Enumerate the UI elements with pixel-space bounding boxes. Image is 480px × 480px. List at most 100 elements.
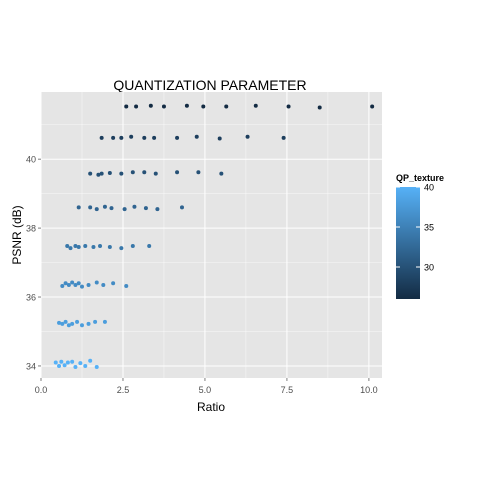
data-point: [370, 104, 375, 109]
data-point: [111, 281, 116, 286]
x-tick-label: 2.5: [117, 385, 130, 395]
data-point: [132, 204, 137, 209]
x-axis-label: Ratio: [197, 400, 225, 414]
legend-tick-label: 40: [424, 183, 434, 193]
data-point: [57, 320, 62, 325]
data-point: [99, 135, 104, 140]
data-point: [175, 135, 180, 140]
data-point: [281, 135, 286, 140]
y-tick-label: 36: [26, 293, 36, 303]
data-point: [129, 134, 134, 139]
legend-tick-label: 30: [424, 263, 434, 273]
data-point: [219, 171, 224, 176]
data-point: [88, 171, 93, 176]
data-point: [217, 136, 222, 141]
data-point: [88, 205, 93, 210]
data-point: [155, 207, 160, 212]
data-point: [124, 104, 129, 109]
y-axis-label: PSNR (dB): [10, 205, 24, 264]
legend-title: QP_texture: [396, 173, 444, 183]
data-point: [88, 358, 93, 363]
data-point: [201, 104, 206, 109]
major-grid: [40, 92, 382, 378]
x-tick-label: 10.0: [360, 385, 378, 395]
data-point: [152, 135, 157, 140]
data-point: [83, 363, 88, 368]
data-point: [73, 364, 78, 369]
data-point: [65, 244, 70, 249]
color-legend: QP_texture 30 35 40: [396, 173, 444, 299]
plot-panel: [41, 92, 382, 378]
data-point: [63, 319, 68, 324]
data-point: [91, 245, 96, 250]
data-point: [60, 283, 65, 288]
data-point: [111, 135, 116, 140]
data-point: [65, 360, 70, 365]
data-point: [143, 206, 148, 211]
data-point: [119, 246, 124, 251]
data-point: [134, 104, 139, 109]
x-tick-label: 0.0: [35, 385, 48, 395]
data-points: [53, 103, 375, 369]
data-point: [76, 205, 81, 210]
data-point: [107, 245, 112, 250]
data-point: [62, 363, 67, 368]
data-point: [83, 244, 88, 249]
data-point: [73, 244, 78, 249]
data-point: [147, 244, 152, 249]
data-point: [175, 170, 180, 175]
data-point: [179, 205, 184, 210]
legend-tick-label: 35: [424, 223, 434, 233]
y-tick-label: 38: [26, 224, 36, 234]
data-point: [124, 283, 129, 288]
data-point: [96, 172, 101, 177]
data-point: [66, 282, 71, 287]
data-point: [53, 360, 58, 365]
data-point: [130, 244, 135, 249]
x-tick-label: 5.0: [199, 385, 212, 395]
data-point: [142, 170, 147, 175]
data-point: [119, 171, 124, 176]
data-point: [76, 245, 81, 250]
data-point: [102, 204, 107, 209]
data-point: [79, 284, 84, 289]
data-point: [253, 103, 258, 108]
data-point: [60, 321, 65, 326]
data-point: [102, 319, 107, 324]
data-point: [93, 319, 98, 324]
data-point: [98, 244, 103, 249]
data-point: [99, 171, 104, 176]
data-point: [94, 280, 99, 285]
y-axis-ticks: 34 36 38 40: [26, 155, 41, 371]
data-point: [196, 170, 201, 175]
data-point: [76, 281, 81, 286]
y-tick-label: 34: [26, 361, 36, 371]
data-point: [68, 246, 73, 251]
data-point: [184, 103, 189, 108]
data-point: [86, 321, 91, 326]
data-point: [70, 280, 75, 285]
data-point: [317, 105, 322, 110]
data-point: [59, 359, 64, 364]
legend-ticks: 30 35 40: [396, 183, 434, 273]
data-point: [286, 104, 291, 109]
data-point: [63, 281, 68, 286]
data-point: [194, 134, 199, 139]
data-point: [94, 207, 99, 212]
data-point: [75, 319, 80, 324]
data-point: [70, 321, 75, 326]
x-tick-label: 7.5: [281, 385, 294, 395]
data-point: [109, 206, 114, 211]
data-point: [79, 323, 84, 328]
y-tick-label: 40: [26, 155, 36, 165]
data-point: [224, 104, 229, 109]
data-point: [122, 207, 127, 212]
data-point: [57, 363, 62, 368]
minor-grid: [41, 92, 382, 378]
data-point: [70, 359, 75, 364]
data-point: [148, 103, 153, 108]
legend-colorbar: [396, 187, 420, 299]
data-point: [119, 135, 124, 140]
